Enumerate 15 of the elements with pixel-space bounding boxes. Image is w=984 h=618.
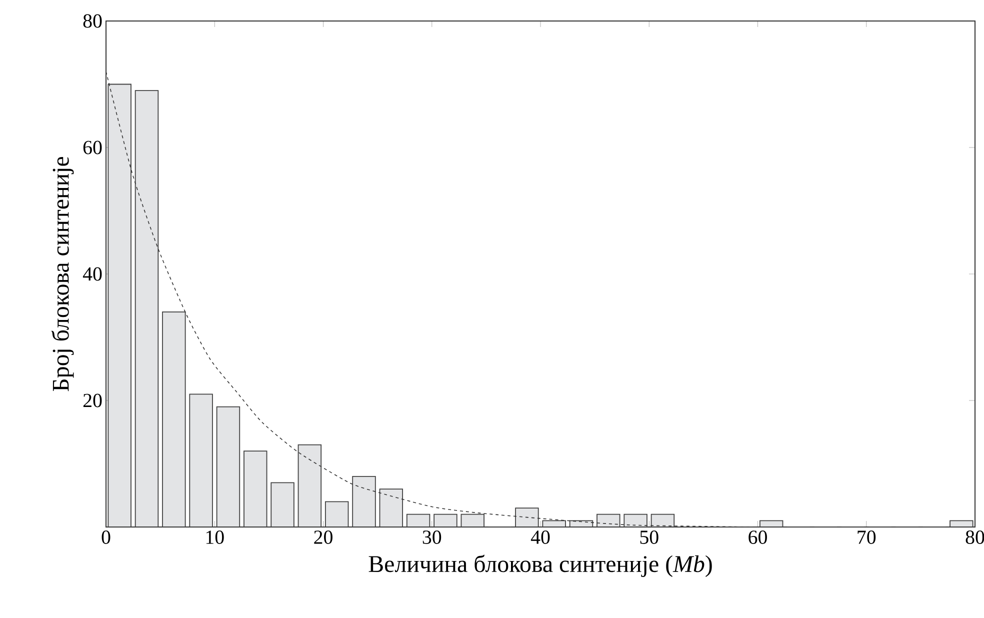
x-tick-label: 50 xyxy=(640,530,658,544)
x-tick-label: 10 xyxy=(206,530,224,544)
x-tick-label: 70 xyxy=(858,530,876,544)
x-tick-label: 40 xyxy=(530,530,550,544)
y-tick-label: 40 xyxy=(82,267,102,281)
y-axis-title: Број блокова синтеније xyxy=(52,156,74,392)
x-tick-label: 80 xyxy=(966,530,984,544)
x-axis-title: Величина блокова синтеније (Mb) xyxy=(368,554,712,577)
x-tick-label: 60 xyxy=(748,530,767,544)
y-tick-label: 60 xyxy=(83,140,102,154)
y-tick-label: 20 xyxy=(83,394,102,408)
x-tick-label: 20 xyxy=(314,530,332,544)
x-tick-label: 0 xyxy=(102,530,110,544)
x-tick-label: 30 xyxy=(422,530,442,544)
y-tick-label: 80 xyxy=(83,14,102,28)
